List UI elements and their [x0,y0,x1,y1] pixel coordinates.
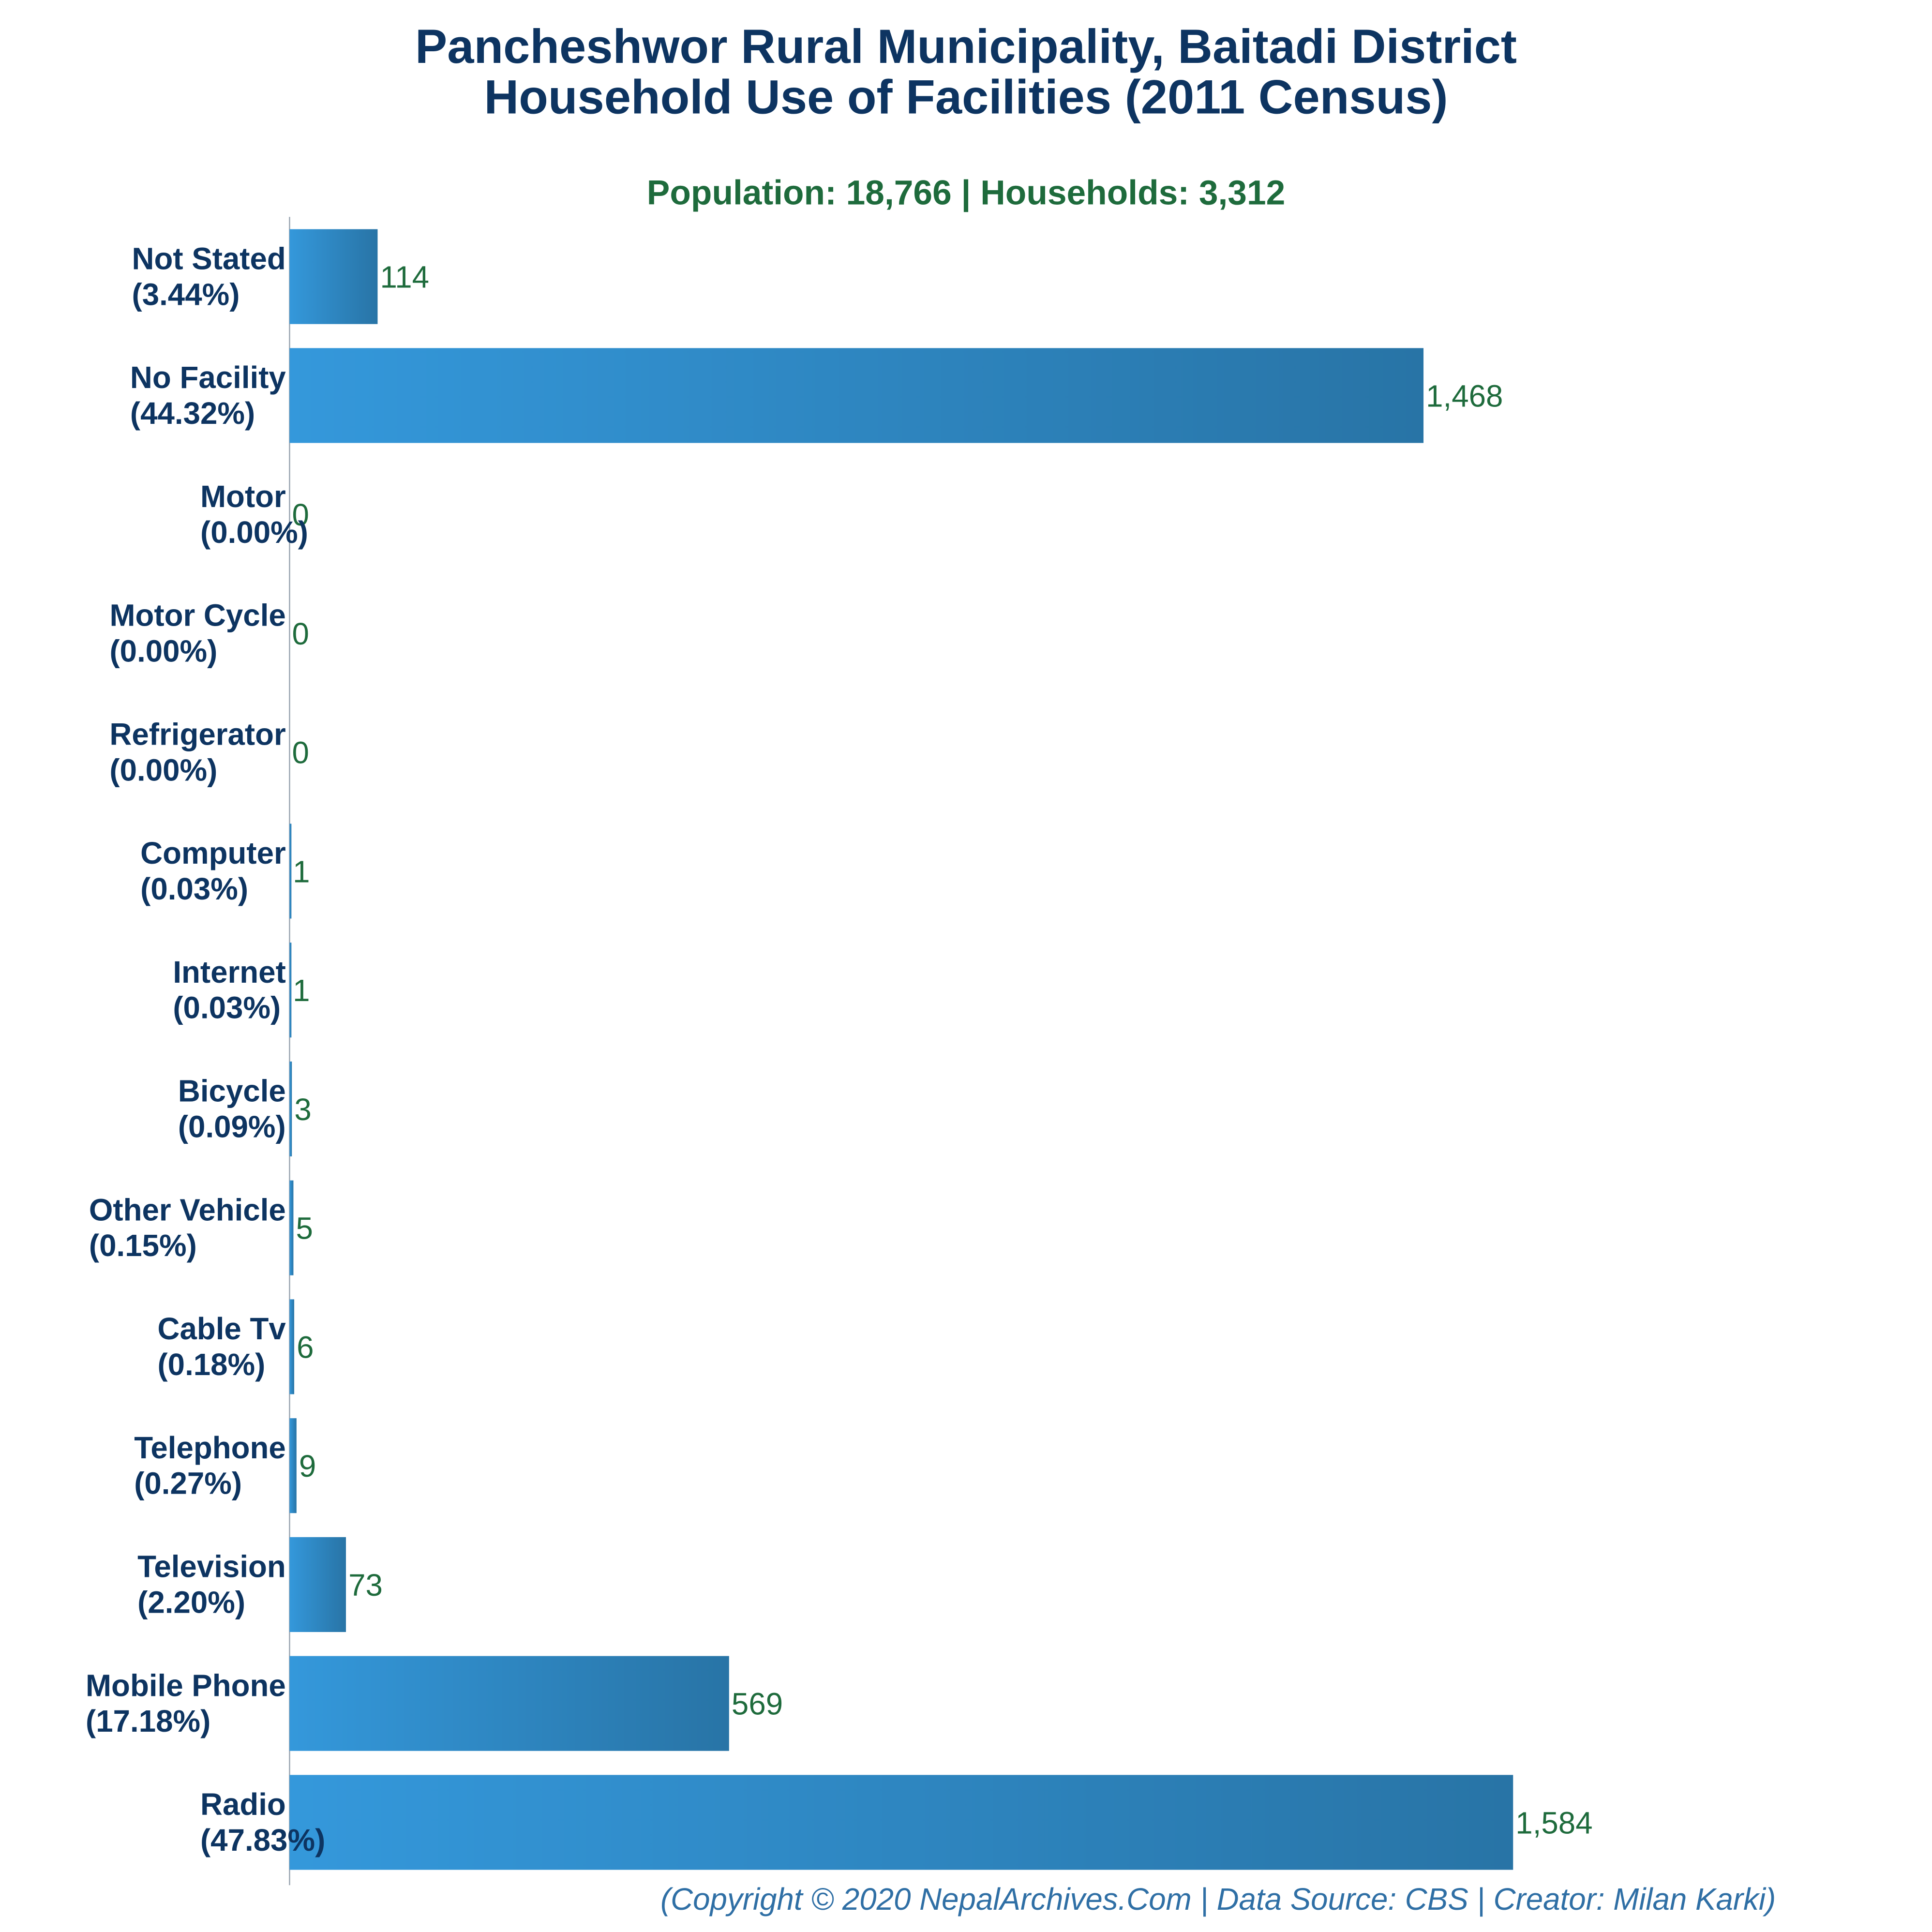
value-label-motor-cycle: 0 [292,617,309,651]
category-name: No Facility [130,360,286,395]
value-label-telephone: 9 [299,1449,316,1483]
value-label-motor: 0 [292,498,309,532]
category-label-television: Television [137,1550,286,1584]
category-name: Motor Cycle [109,599,285,633]
category-label-motor-cycle: Motor Cycle [109,599,285,633]
bar-not-stated [289,229,378,324]
bar-radio [289,1775,1513,1870]
bar-telephone [289,1418,297,1513]
value-label-not-stated: 114 [380,260,429,295]
category-label-other-vehicle: Other Vehicle [89,1193,286,1227]
category-label-motor: Motor [200,479,286,514]
bar-mobile-phone [289,1656,729,1751]
bar-bicycle [289,1061,292,1156]
category-name: Cable Tv [157,1312,286,1346]
category-label-no-facility: No Facility [130,360,286,395]
value-label-internet: 1 [293,973,310,1008]
value-label-no-facility: 1,468 [1426,379,1503,413]
value-label-refrigerator: 0 [292,736,309,770]
value-label-other-vehicle: 5 [296,1212,313,1246]
category-label-internet: Internet [173,955,285,989]
percent-label-refrigerator: (0.00%) [109,753,217,787]
value-label-radio: 1,584 [1515,1806,1592,1840]
category-name: Internet [173,955,285,989]
category-name: Television [137,1550,286,1584]
category-name: Other Vehicle [89,1193,286,1227]
value-label-television: 73 [348,1568,383,1603]
category-label-cable-tv: Cable Tv [157,1312,286,1346]
footer-credit: (Copyright © 2020 NepalArchives.Com | Da… [660,1882,1776,1917]
category-name: Mobile Phone [86,1668,286,1703]
value-label-computer: 1 [293,854,310,889]
percent-label-computer: (0.03%) [140,872,248,906]
percent-label-motor: (0.00%) [200,515,308,550]
category-name: Motor [200,479,286,514]
percent-label-not-stated: (3.44%) [132,277,240,312]
percent-label-no-facility: (44.32%) [130,396,255,431]
percent-label-telephone: (0.27%) [134,1467,242,1501]
category-name: Bicycle [178,1074,286,1108]
category-name: Not Stated [132,241,286,276]
category-label-radio: Radio [200,1787,286,1822]
chart-title-line-2: Household Use of Facilities (2011 Census… [484,70,1448,124]
value-label-cable-tv: 6 [297,1330,314,1364]
category-label-telephone: Telephone [134,1431,286,1465]
category-label-mobile-phone: Mobile Phone [86,1668,286,1703]
percent-label-motor-cycle: (0.00%) [109,634,217,669]
category-name: Refrigerator [109,717,285,751]
percent-label-television: (2.20%) [137,1585,245,1619]
bar-other-vehicle [289,1180,294,1275]
bar-television [289,1537,346,1632]
percent-label-bicycle: (0.09%) [178,1110,286,1144]
category-name: Radio [200,1787,286,1822]
percent-label-radio: (47.83%) [200,1823,325,1857]
bar-computer [289,824,292,919]
bar-internet [289,943,292,1038]
percent-label-other-vehicle: (0.15%) [89,1228,197,1263]
percent-label-internet: (0.03%) [173,991,281,1025]
category-name: Computer [140,836,286,870]
value-label-mobile-phone: 569 [732,1687,783,1722]
category-label-computer: Computer [140,836,286,870]
category-name: Telephone [134,1431,286,1465]
chart-title-line-1: Pancheshwor Rural Municipality, Baitadi … [415,20,1517,74]
category-label-refrigerator: Refrigerator [109,717,285,751]
category-label-not-stated: Not Stated [132,241,286,276]
bar-cable-tv [289,1299,295,1394]
percent-label-cable-tv: (0.18%) [157,1348,265,1382]
bar-no-facility [289,348,1424,443]
value-label-bicycle: 3 [294,1093,311,1127]
category-label-bicycle: Bicycle [178,1074,286,1108]
bars-group: 114 Not Stated(3.44%) 1,468 No Facility(44.… [86,229,1593,1870]
percent-label-mobile-phone: (17.18%) [86,1704,210,1738]
chart-subtitle: Population: 18,766 | Households: 3,312 [647,174,1285,212]
